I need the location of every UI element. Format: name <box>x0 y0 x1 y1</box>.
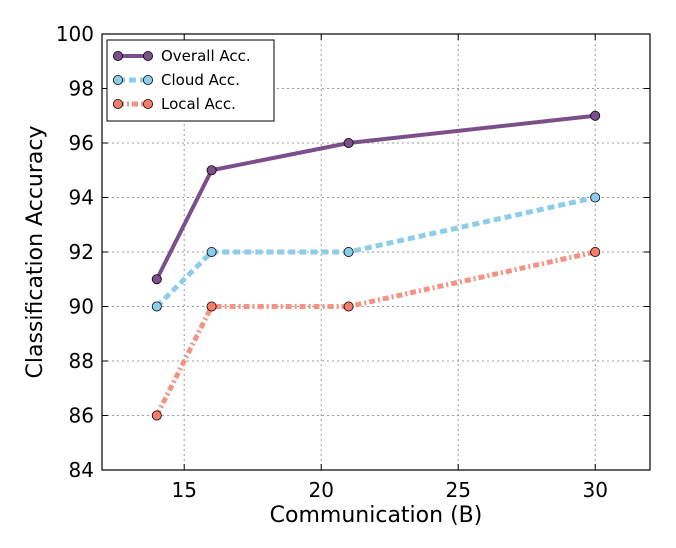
legend-item-overall-acc: Overall Acc. <box>113 47 251 65</box>
x-axis-label: Communication (B) <box>270 503 483 528</box>
legend-label-overall-acc: Overall Acc. <box>161 47 251 65</box>
x-tick-label: 30 <box>582 478 607 502</box>
y-axis-label: Classification Accuracy <box>23 126 48 379</box>
x-tick-label: 25 <box>445 478 470 502</box>
x-tick-label: 20 <box>308 478 333 502</box>
x-tick-label: 15 <box>171 478 196 502</box>
y-tick-label: 94 <box>69 186 94 210</box>
legend-marker-local-acc <box>113 99 124 110</box>
series-line-overall-acc <box>155 113 596 281</box>
legend-item-cloud-acc: Cloud Acc. <box>113 71 240 89</box>
y-tick-label: 86 <box>69 404 94 428</box>
y-tick-label: 96 <box>69 131 94 155</box>
y-tick-label: 98 <box>69 77 94 101</box>
data-point-cloud-acc <box>151 301 162 312</box>
data-point-local-acc <box>590 246 601 257</box>
data-point-local-acc <box>343 301 354 312</box>
data-point-overall-acc <box>343 137 354 148</box>
y-tick-label: 90 <box>69 295 94 319</box>
legend-label-cloud-acc: Cloud Acc. <box>161 71 240 89</box>
legend-marker-overall-acc <box>113 51 124 62</box>
legend-marker-cloud-acc <box>113 75 124 86</box>
legend: Overall Acc. Cloud Acc. Local Acc. <box>106 39 275 122</box>
legend-label-local-acc: Local Acc. <box>161 95 236 113</box>
y-tick-label: 100 <box>56 22 94 46</box>
series-local-acc <box>151 246 601 421</box>
data-point-local-acc <box>151 410 162 421</box>
legend-marker-cloud-acc <box>142 75 153 86</box>
legend-marker-local-acc <box>142 99 153 110</box>
data-point-cloud-acc <box>343 246 354 257</box>
series-line-cloud-acc <box>155 195 596 309</box>
data-point-local-acc <box>206 301 217 312</box>
data-point-overall-acc <box>151 274 162 285</box>
data-point-cloud-acc <box>590 192 601 203</box>
data-point-overall-acc <box>590 110 601 121</box>
series-line-local-acc <box>154 249 596 417</box>
series-group <box>151 110 601 421</box>
x-tick-labels: 15 20 25 30 <box>171 478 607 502</box>
y-tick-label: 88 <box>69 349 94 373</box>
y-tick-labels: 84 86 88 90 92 94 96 98 100 <box>56 22 94 482</box>
series-cloud-acc <box>151 192 601 312</box>
y-tick-label: 84 <box>69 458 94 482</box>
series-overall-acc <box>151 110 601 285</box>
legend-item-local-acc: Local Acc. <box>113 95 236 113</box>
plot-frame <box>101 33 651 471</box>
data-point-cloud-acc <box>206 246 217 257</box>
data-point-overall-acc <box>206 165 217 176</box>
legend-marker-overall-acc <box>142 51 153 62</box>
y-tick-label: 92 <box>69 240 94 264</box>
